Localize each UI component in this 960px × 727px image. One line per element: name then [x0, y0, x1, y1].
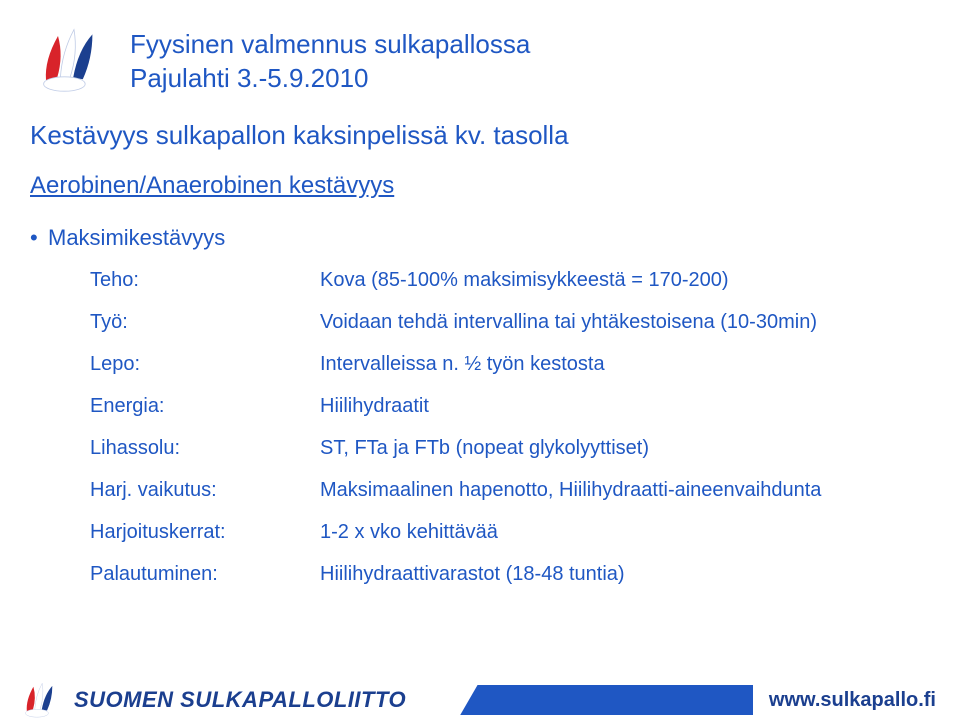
row-value: Hiilihydraatit: [320, 396, 821, 416]
footer-stripe: [426, 685, 753, 715]
list-item: Energia: Hiilihydraatit: [90, 396, 821, 416]
row-value: Kova (85-100% maksimisykkeestä = 170-200…: [320, 270, 821, 290]
row-label: Lihassolu:: [90, 438, 320, 458]
list-item: Lihassolu: ST, FTa ja FTb (nopeat glykol…: [90, 438, 821, 458]
bullet-line: •Maksimikestävyys: [30, 225, 225, 251]
row-value: Hiilihydraattivarastot (18-48 tuntia): [320, 564, 821, 584]
row-label: Lepo:: [90, 354, 320, 374]
list-item: Harjoituskerrat: 1-2 x vko kehittävää: [90, 522, 821, 542]
row-label: Harjoituskerrat:: [90, 522, 320, 542]
definition-list: Teho: Kova (85-100% maksimisykkeestä = 1…: [90, 270, 821, 606]
footer-logo: [18, 678, 62, 722]
section-title: Kestävyys sulkapallon kaksinpelissä kv. …: [30, 120, 569, 151]
footer-org-name: SUOMEN SULKAPALLOLIITTO: [74, 687, 406, 713]
bullet-dot: •: [30, 225, 48, 251]
row-label: Energia:: [90, 396, 320, 416]
header-block: Fyysinen valmennus sulkapallossa Pajulah…: [130, 28, 530, 96]
row-value: 1-2 x vko kehittävää: [320, 522, 821, 542]
row-value: Voidaan tehdä intervallina tai yhtäkesto…: [320, 312, 821, 332]
bullet-text: Maksimikestävyys: [48, 225, 225, 250]
list-item: Teho: Kova (85-100% maksimisykkeestä = 1…: [90, 270, 821, 290]
shuttlecock-icon: [30, 20, 110, 100]
stripe-fill: [426, 685, 753, 715]
logo-top: [30, 20, 110, 100]
row-label: Harj. vaikutus:: [90, 480, 320, 500]
row-label: Työ:: [90, 312, 320, 332]
footer-bar: SUOMEN SULKAPALLOLIITTO www.sulkapallo.f…: [0, 676, 960, 724]
page-subtitle: Pajulahti 3.-5.9.2010: [130, 62, 530, 96]
row-label: Teho:: [90, 270, 320, 290]
row-value: Maksimaalinen hapenotto, Hiilihydraatti-…: [320, 480, 821, 500]
row-label: Palautuminen:: [90, 564, 320, 584]
footer-url: www.sulkapallo.fi: [769, 689, 936, 712]
list-item: Harj. vaikutus: Maksimaalinen hapenotto,…: [90, 480, 821, 500]
list-item: Palautuminen: Hiilihydraattivarastot (18…: [90, 564, 821, 584]
page-title: Fyysinen valmennus sulkapallossa: [130, 28, 530, 62]
list-item: Työ: Voidaan tehdä intervallina tai yhtä…: [90, 312, 821, 332]
row-value: ST, FTa ja FTb (nopeat glykolyyttiset): [320, 438, 821, 458]
shuttlecock-icon: [18, 678, 62, 722]
row-value: Intervalleissa n. ½ työn kestosta: [320, 354, 821, 374]
list-item: Lepo: Intervalleissa n. ½ työn kestosta: [90, 354, 821, 374]
sub-section-title: Aerobinen/Anaerobinen kestävyys: [30, 172, 394, 200]
